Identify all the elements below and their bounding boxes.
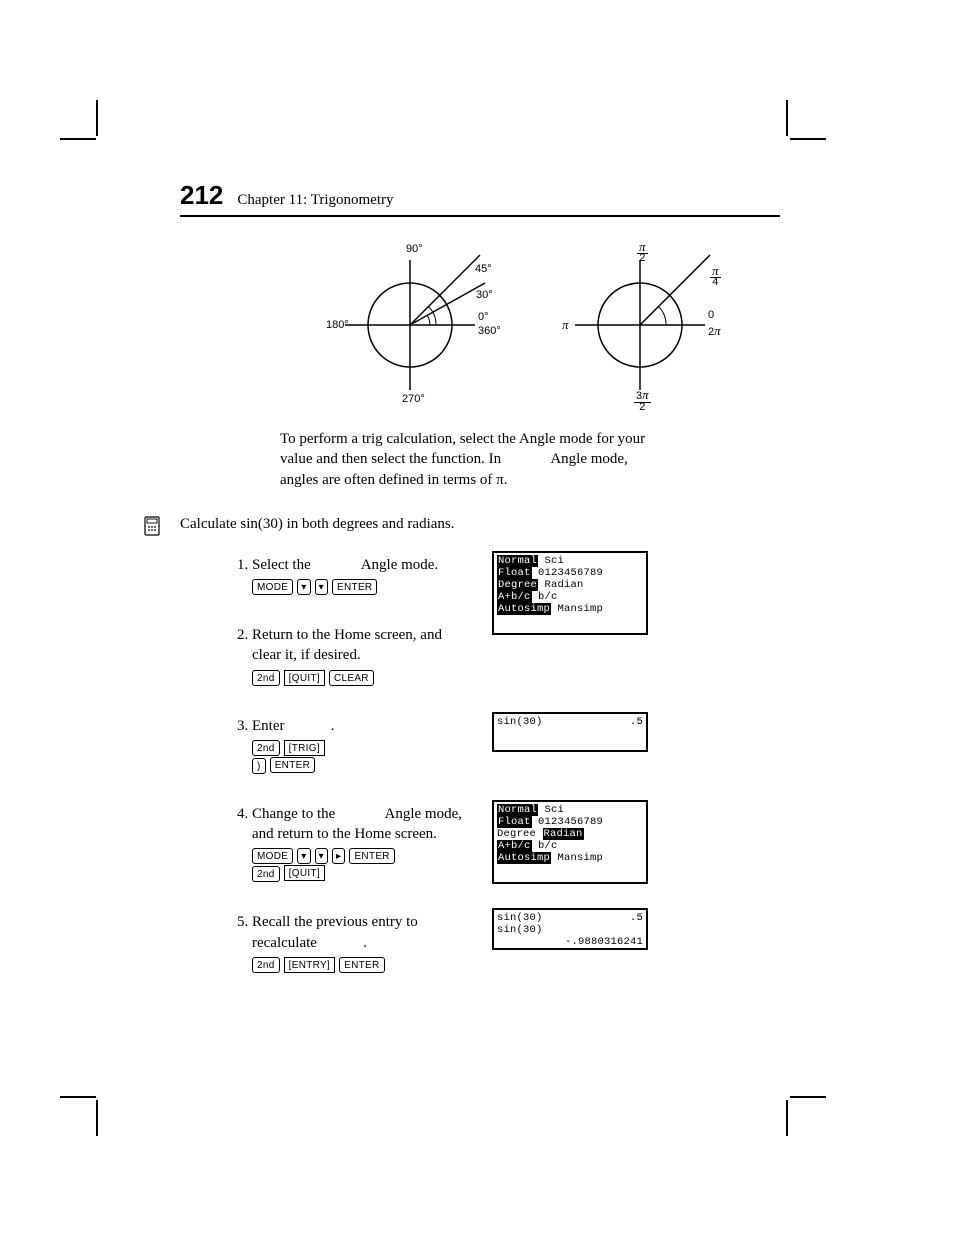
- task-row: Calculate sin(30) in both degrees and ra…: [144, 516, 780, 541]
- key-enter: ENTER: [332, 579, 377, 595]
- rad-label-pi2-top: π2: [637, 241, 648, 264]
- deg-label-270: 270°: [402, 393, 425, 405]
- key-trig: [TRIG]: [284, 740, 325, 756]
- key-down: ▾: [297, 579, 310, 595]
- degree-unit-circle: 90° 180° 0° 360° 270° 30° 45°: [330, 245, 500, 405]
- rad-label-3pi2: 3π2: [634, 389, 651, 413]
- deg-label-360: 360°: [478, 325, 501, 337]
- rad-label-0: 0: [708, 309, 714, 321]
- key-enter: ENTER: [270, 757, 315, 773]
- step-2-text: Return to the Home screen, and clear it,…: [252, 627, 442, 663]
- step-1-screen: Normal Sci Float 0123456789 Degree Radia…: [492, 551, 648, 635]
- unit-circle-diagrams: 90° 180° 0° 360° 270° 30° 45° π2 π 0 2π …: [280, 245, 780, 405]
- deg-label-0: 0°: [478, 311, 489, 323]
- intro-line-2c: Angle mode,: [547, 451, 627, 467]
- key-entry: [ENTRY]: [284, 957, 335, 973]
- key-down: ▾: [315, 848, 328, 864]
- step-4-screen: Normal Sci Float 0123456789 Degree Radia…: [492, 800, 648, 884]
- step-2-keys: 2nd [QUIT] CLEAR: [252, 670, 462, 686]
- step-4-keys: MODE ▾ ▾ ▸ ENTER 2nd [QUIT]: [252, 848, 462, 882]
- mode-line-radian: Degree Radian: [497, 828, 643, 840]
- step-1: Select the Degree Angle mode. MODE ▾ ▾ E…: [252, 555, 780, 595]
- key-down: ▾: [297, 848, 310, 864]
- deg-label-45: 45°: [475, 263, 492, 275]
- key-down: ▾: [315, 579, 328, 595]
- key-2nd: 2nd: [252, 957, 280, 973]
- calculator-icon: [144, 516, 174, 541]
- step-5: Recall the previous entry to recalculate…: [252, 912, 780, 973]
- intro-paragraph: To perform a trig calculation, select th…: [280, 429, 780, 490]
- task-text: Calculate sin(30) in both degrees and ra…: [180, 516, 455, 533]
- radian-circle-svg: [560, 245, 730, 405]
- step-1-keys: MODE ▾ ▾ ENTER: [252, 579, 462, 595]
- mode-line-degree: Degree Radian: [497, 579, 643, 591]
- deg-label-30: 30°: [476, 289, 493, 301]
- key-2nd: 2nd: [252, 670, 280, 686]
- key-enter: ENTER: [339, 957, 384, 973]
- rad-label-pi4: π4: [710, 265, 721, 288]
- page-number: 212: [180, 180, 223, 210]
- key-2nd: 2nd: [252, 740, 280, 756]
- intro-line-1: To perform a trig calculation, select th…: [280, 431, 645, 447]
- key-2nd: 2nd: [252, 866, 280, 882]
- key-paren: ): [252, 758, 266, 774]
- key-quit: [QUIT]: [284, 865, 325, 881]
- key-clear: CLEAR: [329, 670, 374, 686]
- intro-line-2a: value and then select the function. In: [280, 451, 505, 467]
- steps-list: Select the Degree Angle mode. MODE ▾ ▾ E…: [180, 555, 780, 973]
- radian-unit-circle: π2 π 0 2π 3π2 π4: [560, 245, 730, 405]
- key-mode: MODE: [252, 579, 293, 595]
- key-enter: ENTER: [349, 848, 394, 864]
- key-mode: MODE: [252, 848, 293, 864]
- intro-line-3: angles are often defined in terms of π.: [280, 472, 508, 488]
- step-3-keys: 2nd [TRIG] ) ENTER: [252, 740, 462, 774]
- page-content: 212 Chapter 11: Trigonometry 90° 180° 0°…: [180, 180, 780, 1003]
- step-5-keys: 2nd [ENTRY] ENTER: [252, 957, 462, 973]
- rad-label-2pi: 2π: [708, 323, 721, 339]
- page-header: 212 Chapter 11: Trigonometry: [180, 180, 780, 217]
- step-3-screen: sin(30).5: [492, 712, 648, 752]
- rad-label-pi: π: [562, 317, 569, 333]
- step-3: Enter sin(30). 2nd [TRIG] ) ENTER sin(30…: [252, 716, 780, 774]
- key-quit: [QUIT]: [284, 670, 325, 686]
- step-4: Change to the Radian Angle mode, and ret…: [252, 804, 780, 883]
- chapter-title: Chapter 11: Trigonometry: [237, 192, 393, 208]
- step-5-screen: sin(30).5 sin(30) -.9880316241: [492, 908, 648, 950]
- key-right: ▸: [332, 848, 345, 864]
- step-2: Return to the Home screen, and clear it,…: [252, 625, 780, 686]
- deg-label-180: 180°: [326, 319, 349, 331]
- deg-label-90: 90°: [406, 243, 423, 255]
